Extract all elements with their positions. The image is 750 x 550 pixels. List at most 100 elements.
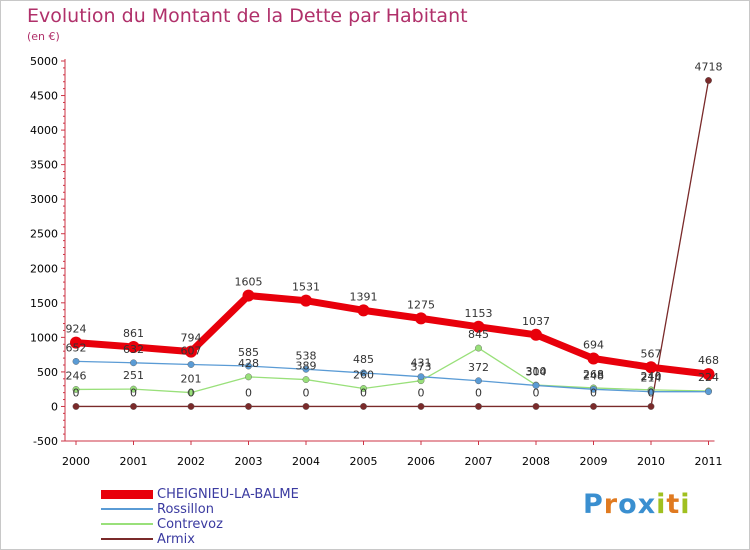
y-tick-label: 5000 [30,55,58,68]
data-point [472,320,485,333]
legend-label: Contrevoz [157,517,223,532]
data-point [360,369,367,377]
data-label: 794 [181,332,202,345]
x-tick-label: 2002 [177,455,205,468]
data-label: 1605 [235,276,263,289]
legend-label: Armix [157,532,195,547]
data-label: 268 [583,368,604,381]
data-label: 4718 [695,60,723,73]
data-label: 0 [130,386,137,399]
logo-letter: x [637,489,657,520]
x-tick-label: 2009 [580,455,608,468]
data-point [245,373,252,381]
data-point [245,403,252,410]
data-label: 260 [353,368,374,381]
data-point [530,328,542,341]
data-point [130,359,137,367]
y-tick-label: -500 [33,435,58,448]
data-point [647,403,655,410]
data-label: 214 [641,372,662,385]
data-point [130,385,137,393]
data-point [300,294,312,307]
y-tick-label: 4500 [30,90,58,103]
data-label: 389 [296,360,317,373]
data-point [415,312,427,325]
chart-title: Evolution du Montant de la Dette par Hab… [27,5,468,27]
data-label: 201 [181,373,202,386]
data-point [302,403,310,410]
logo-letter: r [603,489,619,520]
x-tick-label: 2004 [292,455,320,468]
data-point [587,352,600,365]
data-label: 310 [526,365,547,378]
legend-swatch [101,490,153,499]
data-point [130,403,137,410]
data-label: 428 [238,357,259,370]
y-tick-label: 3500 [30,159,58,172]
data-point [127,340,140,353]
data-point [185,345,197,358]
data-label: 0 [303,386,310,399]
legend-swatch [101,523,153,525]
data-point [645,361,657,374]
legend-label: Rossillon [157,502,214,517]
data-label: 652 [66,341,87,354]
data-label: 0 [475,386,482,399]
y-tick-label: 1500 [30,297,58,310]
data-point [705,388,712,396]
data-label: 632 [123,343,144,356]
y-tick-label: 500 [37,366,58,379]
data-point [72,386,80,393]
data-point [590,385,597,393]
x-tick-label: 2010 [637,455,665,468]
x-tick-label: 2006 [407,455,435,468]
proxiti-logo: Proxiti [583,489,691,520]
series-line-2 [75,347,709,394]
data-label: 845 [468,328,489,341]
x-tick-label: 2008 [522,455,550,468]
data-label: 1037 [522,315,550,328]
data-label: 924 [66,323,87,336]
data-label: 694 [583,339,604,352]
data-point [360,403,367,410]
data-point [647,388,655,396]
data-label: 585 [238,346,259,359]
data-label: 538 [296,349,317,362]
data-point [417,403,425,410]
data-label: 246 [66,369,87,382]
data-point [360,385,367,392]
data-label: 0 [360,386,367,399]
data-label: 0 [418,386,425,399]
data-label: 304 [526,365,547,378]
logo-letter: i [656,489,667,520]
data-label: 1391 [350,290,378,303]
x-tick-label: 2005 [350,455,378,468]
legend-label: CHEIGNIEU-LA-BALME [157,487,299,502]
data-point [187,361,195,368]
data-label: 0 [73,386,80,399]
data-label: 248 [583,369,604,382]
data-label: 468 [698,354,719,367]
data-label: 431 [411,357,432,370]
x-tick-label: 2000 [62,455,90,468]
data-point [187,403,195,410]
data-label: 607 [181,345,202,358]
data-label: 1531 [292,281,320,294]
y-tick-label: 0 [51,400,58,413]
logo-letter: t [666,489,681,520]
data-label: 0 [188,386,195,399]
data-label: 1275 [407,298,435,311]
data-point [532,403,540,410]
data-point [475,344,482,352]
data-label: 0 [245,386,252,399]
data-label: 251 [123,369,144,382]
data-point [532,382,540,389]
x-tick-label: 2003 [235,455,263,468]
data-point [705,77,712,84]
data-label: 373 [411,361,432,374]
legend-swatch [101,508,153,510]
data-point [417,373,425,381]
data-point [72,358,80,365]
data-label: 224 [698,371,719,384]
